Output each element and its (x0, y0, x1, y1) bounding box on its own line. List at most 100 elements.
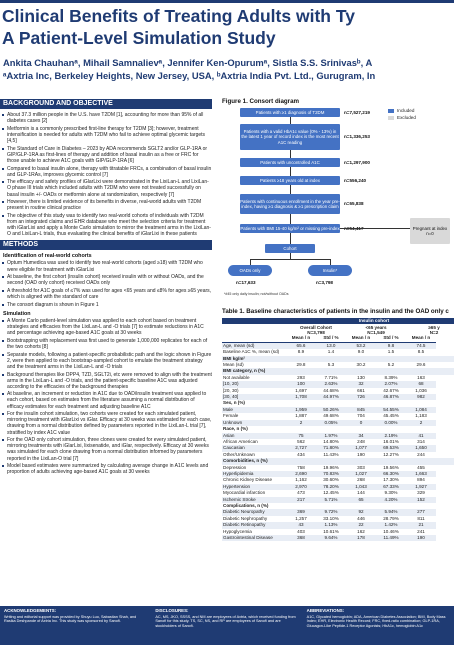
table-cell: 1,927 (406, 483, 436, 491)
table-row: [20, 30) 1,697 44.68% 661 42.67% 1,036 (222, 388, 454, 394)
bullet-text: About 37.3 million people in the U.S. ha… (7, 112, 204, 125)
table-cell: 446 (357, 515, 365, 521)
table-cell: 7.71% (324, 374, 338, 380)
table-cell: 162 (357, 528, 365, 534)
bullet-text: The efficacy and safety profiles of iGla… (7, 179, 209, 198)
table-cell: 2,970 (286, 483, 316, 491)
table-row: Mean (sd) 29.8 5.3 30.2 5.2 29.6 (222, 362, 454, 368)
column-group: Overall Cohort N=3,798 (286, 324, 346, 335)
table-cell: 11.43% (323, 451, 339, 457)
table-row: Race, n (%) (222, 426, 454, 432)
bullet-item: Background therapies like DPP4, TZD, SGL… (0, 372, 212, 390)
bullet-marker (2, 373, 4, 376)
connector (290, 253, 291, 259)
bullet-marker (2, 147, 4, 150)
table-cell: 1,708 (286, 394, 316, 401)
row-label: Complications, n (%) (223, 502, 269, 508)
table-cell: 78.20% (316, 483, 346, 491)
row-label: Other/Unknown (223, 451, 255, 457)
table-cell: 2.19% (376, 432, 406, 439)
bullet-text: The consort diagram is shown in Figure 1 (7, 301, 99, 308)
bullet-marker (2, 439, 4, 442)
connector (290, 214, 291, 224)
bullet-marker (2, 167, 4, 170)
bullet-item: The efficacy and safety profiles of iGla… (0, 179, 212, 198)
table-row: Baseline A1C %, mean (sd) 8.9 1.4 9.0 1.5 8.5 (222, 349, 454, 355)
title-line: A Patient-Level Simulation Study (2, 28, 276, 48)
branch-count: n=17,633 (236, 280, 256, 285)
excluded-count: n=0 (426, 231, 434, 236)
table-cell: 2.63% (316, 381, 346, 388)
table-cell: 0.00% (376, 419, 406, 427)
row-label: BMI kg/m² (222, 355, 454, 363)
table-cell: 0 (346, 419, 376, 427)
footer: ACKNOWLEDGEMENTS: Writing and editorial s… (0, 606, 454, 645)
table-cell: 9.64% (316, 535, 346, 542)
table-cell: 5.71% (316, 496, 346, 503)
table-cell: 22 (346, 522, 376, 529)
table-row: Unknown 2 0.05% 0 0.00% 2 (222, 419, 454, 427)
connector (290, 185, 291, 194)
row-label: Female (223, 413, 239, 419)
footer-heading: DISCLOSURES: (155, 608, 189, 613)
row-label: [20, 30) (223, 387, 239, 393)
bullet-item: Optum Humedica was used to identify two … (0, 260, 212, 273)
connector (330, 259, 331, 265)
branch-box: OADs only (228, 265, 272, 276)
left-column: BACKGROUND AND OBJECTIVE About 37.3 milli… (0, 96, 212, 477)
table-cell: 369 (286, 509, 316, 516)
table-cell: 68 (406, 381, 436, 388)
row-label: Unknown (222, 419, 286, 427)
table-cell: 42.67% (383, 387, 399, 393)
table-cell (222, 318, 286, 325)
table-cell: 21 (406, 522, 436, 529)
row-label: Hyperlipidemia (222, 470, 286, 478)
column-header: Mean / n (346, 335, 376, 343)
table-cell: 758 (297, 464, 305, 470)
table-cell: 30.60% (323, 477, 339, 483)
bullet-text: For the OAD only cohort simulation, thre… (7, 437, 209, 462)
table-row: BMI kg/m² (222, 355, 454, 363)
consort-box: Patients with continuous enrollment in t… (240, 194, 340, 214)
table-cell: 71.80% (316, 445, 346, 452)
table-cell: 704 (357, 413, 365, 419)
footer-text: AC, MS, JKO, SSSS, and NM are employees … (155, 614, 296, 628)
table-cell: 293 (297, 374, 305, 380)
table-cell: 894 (417, 477, 425, 483)
consort-box: Patients with uncontrolled A1C (240, 158, 340, 167)
table-cell: 28.79% (383, 515, 399, 521)
table-cell: 8.9 (297, 349, 305, 355)
table-cell: 329 (417, 490, 425, 496)
table-cell: 8.39% (384, 374, 398, 380)
row-label: Race, n (%) (223, 426, 248, 432)
row-label: BMI category, n (%) (222, 368, 454, 375)
table-row: Ischemic Stroke 217 5.71% 65 4.20% 152 (222, 496, 454, 503)
table-cell: 178 (346, 535, 376, 542)
table-row: Hypertension 2,970 78.20% 1,043 67.33% 1,927 (222, 483, 454, 491)
table-cell: 1,959 (286, 406, 316, 414)
row-label: Gastrointestinal Disease (222, 535, 286, 542)
table-cell: 44.68% (323, 387, 339, 393)
consort-box: Patients with ≥1 diagnosis of T2DM (240, 108, 340, 117)
excluded-box: Pregnant at index n=0 (410, 218, 450, 244)
table-cell: 811 (417, 515, 425, 521)
row-label: Hypertension (222, 483, 286, 491)
connector (290, 233, 291, 244)
bullet-marker (2, 262, 4, 265)
table-cell: 9.30% (384, 490, 398, 496)
figure-title: Figure 1. Consort diagram (222, 98, 300, 105)
table-cell: 46.87% (376, 394, 406, 401)
footer-heading: ACKNOWLEDGEMENTS: (4, 608, 57, 613)
table-row: Complications, n (%) (222, 503, 454, 509)
column-group: ≥65 y N=2 (406, 324, 454, 335)
table-cell: 190 (406, 535, 436, 542)
legend-swatch (388, 115, 394, 120)
row-label: Baseline A1C %, mean (sd) (223, 349, 280, 355)
row-label: Diabetic Nephropathy (223, 515, 268, 521)
bullet-item: However, there is limited evidence of it… (0, 199, 212, 211)
excluded-label: Pregnant at index (412, 225, 448, 231)
group-header: Insulin cohort (286, 318, 454, 325)
row-label: Hypoglycemia (223, 528, 252, 534)
group-n: N=2 (429, 329, 439, 335)
table-row: [30, 40] 1,708 44.97% 726 46.87% 982 (222, 394, 454, 401)
